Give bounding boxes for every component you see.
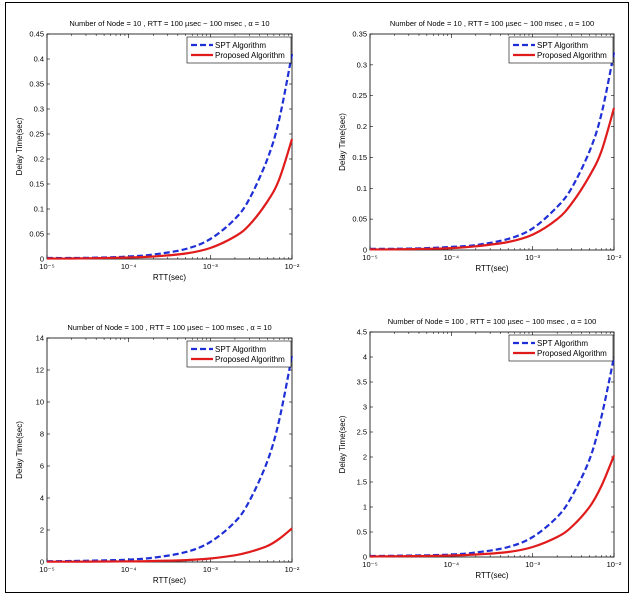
chart-3-xlabel: RTT(sec) xyxy=(475,571,509,580)
chart-3-ytick-label: 0.5 xyxy=(357,528,367,537)
chart-1-series-proposed-line xyxy=(369,107,616,251)
chart-2-ytick-label: 12 xyxy=(36,366,44,375)
chart-3-ytick-label: 2 xyxy=(363,453,367,462)
chart-2-ytick-label: 0 xyxy=(40,558,44,567)
chart-1-title: Number of Node = 10 , RTT = 100 µsec ~ 1… xyxy=(390,19,594,28)
chart-3-xtick-label: 10⁻² xyxy=(607,560,622,569)
chart-1-ytick-label: 0 xyxy=(363,246,367,255)
chart-0-legend-box xyxy=(186,36,292,64)
chart-0-ylabel: Delay Time(sec) xyxy=(15,117,24,175)
chart-1-ytick-label: 0.15 xyxy=(352,153,367,162)
chart-2-xtick-label: 10⁻³ xyxy=(203,565,218,574)
chart-3-ytick-label: 2.5 xyxy=(357,428,367,437)
chart-2-ytick-label: 6 xyxy=(40,462,44,471)
chart-2-title: Number of Node = 100 , RTT = 100 µsec ~ … xyxy=(67,323,271,332)
chart-0-ytick-label: 0.4 xyxy=(34,55,44,64)
chart-1-ytick-label: 0.3 xyxy=(357,60,367,69)
chart-0-ytick-label: 0.45 xyxy=(29,30,44,39)
chart-2-axes-box xyxy=(46,337,293,563)
chart-1-xtick-label: 10⁻³ xyxy=(525,253,540,262)
chart-0-series-proposed-line xyxy=(46,138,294,260)
chart-3-series-proposed-line xyxy=(369,455,616,558)
chart-0-ytick-label: 0 xyxy=(40,255,44,264)
chart-1-legend-label-0: SPT Algorithm xyxy=(537,41,588,50)
chart-node10-alpha10: Number of Node = 10 , RTT = 100 µsec ~ 1… xyxy=(15,19,300,282)
chart-2-xtick-label: 10⁻² xyxy=(285,565,300,574)
chart-1-legend-box xyxy=(508,36,614,64)
chart-node100-alpha10: Number of Node = 100 , RTT = 100 µsec ~ … xyxy=(15,323,300,585)
chart-1-ytick-label: 0.1 xyxy=(357,184,367,193)
chart-1-xtick-label: 10⁻² xyxy=(607,253,622,262)
chart-3-ytick-label: 1 xyxy=(363,503,367,512)
chart-0-xtick-label: 10⁻² xyxy=(285,262,300,271)
chart-3-ylabel: Delay Time(sec) xyxy=(338,415,347,473)
chart-3-legend-label-1: Proposed Algorithm xyxy=(537,349,607,358)
chart-3-axes-box xyxy=(369,331,615,558)
chart-3-ytick-label: 3 xyxy=(363,403,367,412)
chart-2-legend-box xyxy=(186,340,292,368)
chart-1-xlabel: RTT(sec) xyxy=(475,264,509,273)
chart-2-ytick-label: 2 xyxy=(40,526,44,535)
chart-2-ytick-label: 10 xyxy=(36,398,44,407)
chart-3-legend-box xyxy=(508,334,614,362)
chart-1-legend-label-1: Proposed Algorithm xyxy=(537,51,607,60)
chart-0-ytick-label: 0.1 xyxy=(34,205,44,214)
chart-2-legend-label-0: SPT Algorithm xyxy=(215,345,266,354)
chart-2-ytick-label: 8 xyxy=(40,430,44,439)
chart-3-title: Number of Node = 100 , RTT = 100 µsec ~ … xyxy=(388,317,597,326)
chart-1-xtick-label: 10⁻⁴ xyxy=(444,253,460,262)
chart-node100-alpha100: Number of Node = 100 , RTT = 100 µsec ~ … xyxy=(338,317,622,580)
chart-2-xtick-label: 10⁻⁴ xyxy=(121,565,137,574)
chart-0-legend-label-1: Proposed Algorithm xyxy=(215,51,285,60)
chart-2-xlabel: RTT(sec) xyxy=(153,576,187,585)
chart-1-ytick-label: 0.2 xyxy=(357,122,367,131)
chart-0-title: Number of Node = 10 , RTT = 100 µsec ~ 1… xyxy=(69,19,269,28)
chart-1-xtick-label: 10⁻⁵ xyxy=(362,253,377,262)
chart-1-ytick-label: 0.25 xyxy=(352,91,367,100)
chart-1-ylabel: Delay Time(sec) xyxy=(338,113,347,171)
chart-1-axes-box xyxy=(369,33,615,251)
chart-2-xtick-label: 10⁻⁵ xyxy=(39,565,54,574)
chart-3-xtick-label: 10⁻⁵ xyxy=(362,560,377,569)
chart-3-ytick-label: 1.5 xyxy=(357,478,367,487)
chart-1-ytick-label: 0.05 xyxy=(352,215,367,224)
figure-frame xyxy=(5,2,629,593)
chart-0-xtick-label: 10⁻³ xyxy=(203,262,218,271)
chart-0-ytick-label: 0.05 xyxy=(29,230,44,239)
chart-0-ytick-label: 0.3 xyxy=(34,105,44,114)
chart-0-xtick-label: 10⁻⁴ xyxy=(121,262,137,271)
chart-3-xtick-label: 10⁻³ xyxy=(525,560,540,569)
chart-2-legend-label-1: Proposed Algorithm xyxy=(215,355,285,364)
chart-0-ytick-label: 0.15 xyxy=(29,180,44,189)
chart-2-ytick-label: 4 xyxy=(40,494,44,503)
chart-3-ytick-label: 0 xyxy=(363,553,367,562)
chart-0-ytick-label: 0.35 xyxy=(29,80,44,89)
chart-3-ytick-label: 4.5 xyxy=(357,328,367,337)
chart-0-axes-box xyxy=(46,33,293,260)
chart-2-series-proposed-line xyxy=(47,527,293,563)
chart-0-xtick-label: 10⁻⁵ xyxy=(39,262,54,271)
chart-3-ytick-label: 3.5 xyxy=(357,378,367,387)
chart-3-ytick-label: 4 xyxy=(363,353,367,362)
chart-2-ylabel: Delay Time(sec) xyxy=(15,421,24,479)
chart-3-xtick-label: 10⁻⁴ xyxy=(444,560,460,569)
chart-0-xlabel: RTT(sec) xyxy=(153,273,187,282)
chart-0-ytick-label: 0.25 xyxy=(29,130,44,139)
chart-node10-alpha100: Number of Node = 10 , RTT = 100 µsec ~ 1… xyxy=(338,19,622,273)
chart-3-legend-label-0: SPT Algorithm xyxy=(537,339,588,348)
chart-0-legend-label-0: SPT Algorithm xyxy=(215,41,266,50)
chart-0-ytick-label: 0.2 xyxy=(34,155,44,164)
chart-1-ytick-label: 0.35 xyxy=(352,30,367,39)
chart-2-ytick-label: 14 xyxy=(36,334,44,343)
